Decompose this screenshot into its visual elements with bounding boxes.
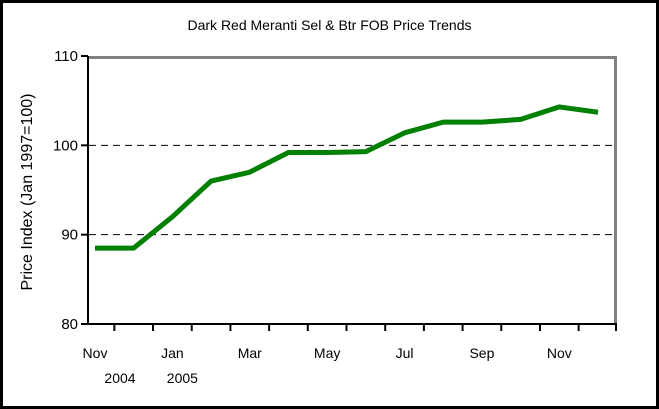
chart-title: Dark Red Meranti Sel & Btr FOB Price Tre… [187, 17, 472, 33]
y-tick-label-110: 110 [54, 48, 78, 65]
x-year-label-2005: 2005 [167, 370, 198, 386]
y-tick-label-80: 80 [61, 316, 78, 333]
x-tick-label-nov-6: Nov [547, 345, 572, 361]
x-year-label-2004: 2004 [104, 370, 135, 386]
x-tick-label-jan-1: Jan [161, 345, 184, 361]
x-tick-label-mar-2: Mar [238, 345, 262, 361]
x-tick-label-nov-0: Nov [83, 345, 108, 361]
x-tick-label-jul-4: Jul [396, 345, 414, 361]
plot-area: 80 90 100 110 Nov Jan Mar May Jul Sep Nov 2004 2005 [53, 48, 617, 386]
x-tick-label-sep-5: Sep [469, 345, 494, 361]
price-line [95, 104, 599, 251]
x-tick-label-may-3: May [314, 345, 340, 361]
y-tick-label-100: 100 [53, 137, 78, 154]
y-tick-label-90: 90 [61, 227, 78, 244]
